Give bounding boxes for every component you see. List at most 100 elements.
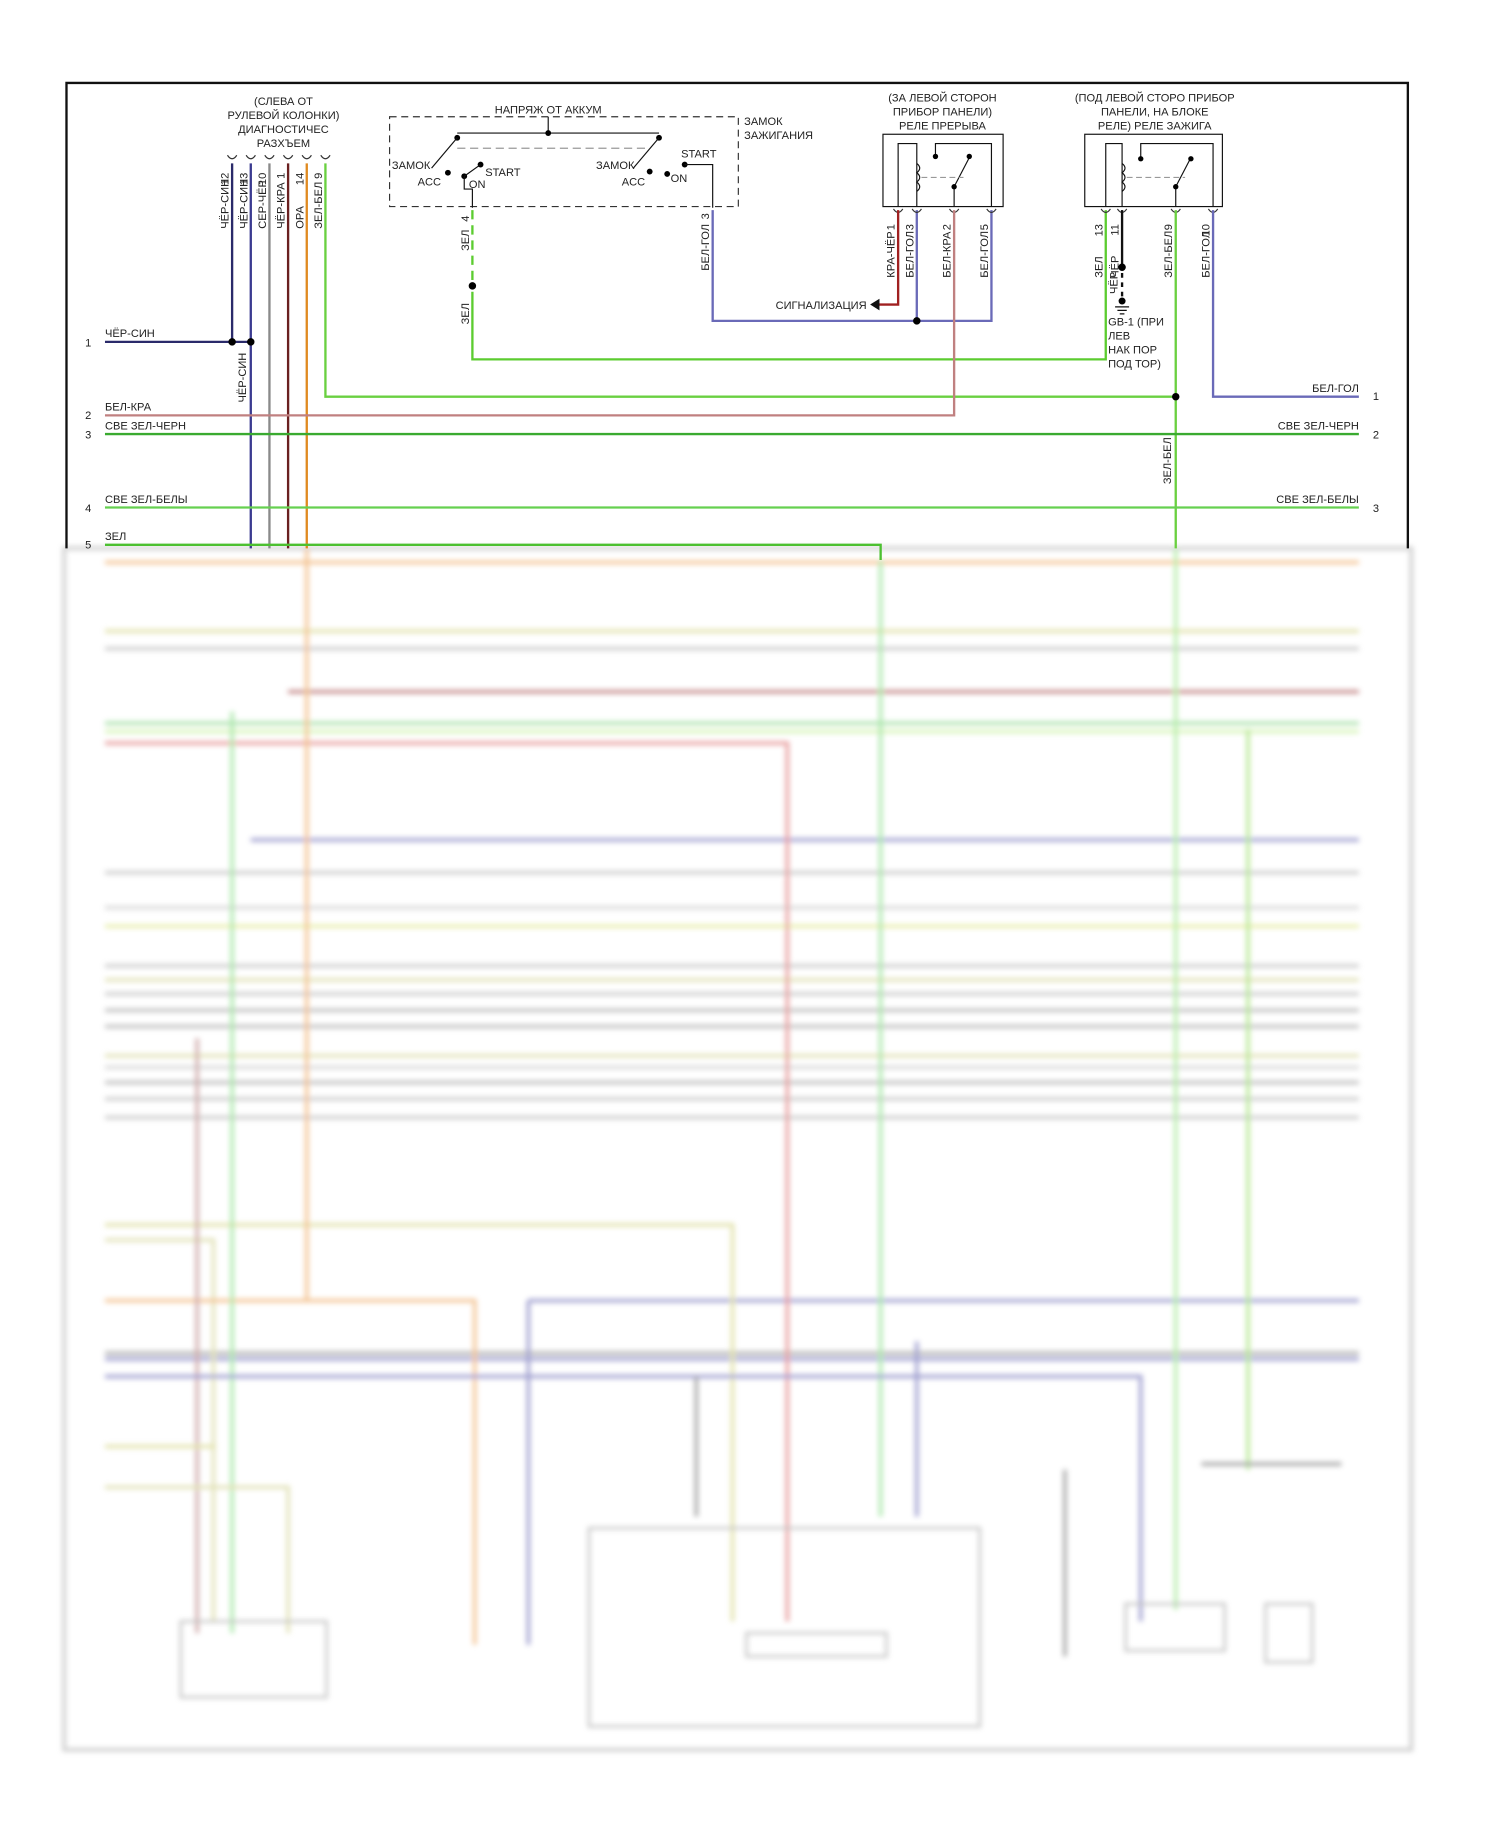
relay-pin-number: 5 (979, 224, 991, 230)
wire-bel-gol-right (1211, 210, 1359, 398)
switch-on-left: ON (469, 179, 486, 191)
switch-on-right: ON (671, 173, 688, 185)
vertical-zel-bel-label: ЗЕЛ-БЕЛ (1162, 437, 1174, 484)
diag-label-3: ДИАГНОСТИЧЕС (238, 124, 329, 136)
ignition-switch-title-1: ЗАМОК (744, 116, 783, 128)
connector-pin-icon (301, 154, 312, 160)
relay-pin-number: 11 (1110, 224, 1122, 235)
blurred-lower-diagram (62, 546, 1414, 1752)
diag-label-1: (СЛЕВА ОТ (254, 96, 313, 108)
pin-3-label: 3 (700, 213, 712, 219)
wire-zel-bel-diag (324, 163, 1176, 398)
right-wire-labels: БЕЛ-ГОЛ 1 СВЕ ЗЕЛ-ЧЕРН 2 СВЕ ЗЕЛ-БЕЛЫ 3 (1276, 383, 1379, 515)
alarm-arrow-icon (870, 298, 880, 311)
diag-pin-number: 12 (220, 173, 232, 185)
interrupt-relay-label-1: (ЗА ЛЕВОЙ СТОРОН (888, 92, 996, 105)
relay-pin-wire: ЗЕЛ-БЕЛ (1163, 231, 1175, 278)
switch-acc-left: ACC (418, 177, 441, 189)
splice-wire-label: ЧЁР-СИН (237, 353, 249, 403)
relay-pin-wire: ЗЕЛ (1093, 256, 1105, 277)
blurred-wire (104, 1485, 290, 1634)
left-label: ЧЁР-СИН (105, 328, 155, 340)
relay-pin-number: 2 (942, 224, 954, 230)
left-num: 1 (85, 338, 91, 350)
blurred-wire (104, 741, 790, 1622)
ground-wire-label: ЧЁР (1108, 272, 1120, 294)
diag-pin-number: 9 (313, 173, 325, 179)
relay-pin-wire: БЕЛ-КРА (942, 231, 954, 278)
left-num: 3 (85, 430, 91, 442)
ignition-relay: (ПОД ЛЕВОЙ СТОРО ПРИБОР ПАНЕЛИ, НА БЛОКЕ… (1075, 92, 1235, 278)
left-label: СВЕ ЗЕЛ-БЕЛЫ (105, 494, 188, 506)
left-label: БЕЛ-КРА (105, 402, 152, 414)
diagnostic-connector: (СЛЕВА ОТ РУЛЕВОЙ КОЛОНКИ) ДИАГНОСТИЧЕС … (220, 96, 339, 549)
switch-start-right: START (681, 149, 717, 161)
wire-zel (471, 210, 1107, 361)
interrupt-relay-label-2: ПРИБОР ПАНЕЛИ) (893, 107, 992, 119)
relay-pin-wire: КРА-ЧЁР (886, 231, 898, 277)
switch-lock-right: ЗАМОК (596, 160, 635, 172)
diag-pin-wire: ОРА (294, 205, 306, 228)
right-label: СВЕ ЗЕЛ-БЕЛЫ (1276, 494, 1359, 506)
diag-pin-number: 14 (294, 173, 306, 185)
relay-pin-number: 9 (1163, 224, 1175, 230)
blurred-wire (104, 1238, 216, 1622)
diag-pin-wire: ЗЕЛ-БЕЛ (313, 182, 325, 229)
wire-bel-gol (711, 210, 993, 323)
blurred-component (745, 1631, 888, 1658)
left-num: 5 (85, 539, 91, 551)
left-num: 2 (85, 410, 91, 422)
relay-pin-icon (1100, 208, 1111, 213)
ignition-relay-label-3: РЕЛЕ) РЕЛЕ ЗАЖИГА (1098, 121, 1212, 133)
relay-pin-number: 1 (886, 224, 898, 230)
relay-pin-icon (986, 208, 997, 213)
ground-label-2: ЛЕВ (1108, 331, 1130, 343)
relay-pin-wire: БЕЛ-ГОЛ (904, 231, 916, 278)
connector-pin-icon (264, 154, 275, 160)
diag-pin-wire: ЧЁР-СИН (238, 179, 250, 229)
ignition-relay-label-2: ПАНЕЛИ, НА БЛОКЕ (1101, 107, 1209, 119)
diag-pin-number: 10 (257, 173, 269, 185)
right-label: СВЕ ЗЕЛ-ЧЕРН (1278, 420, 1359, 432)
right-label: БЕЛ-ГОЛ (1312, 383, 1359, 395)
alarm-label: СИГНАЛИЗАЦИЯ (776, 300, 867, 312)
diag-pin-number: 13 (238, 173, 250, 185)
relay-pin-number: 10 (1201, 224, 1213, 236)
relay-pin-number: 3 (904, 224, 916, 230)
right-num: 3 (1373, 503, 1379, 515)
pin-4-label: 4 (460, 216, 472, 222)
diag-label-2: РУЛЕВОЙ КОЛОНКИ) (227, 109, 339, 122)
connector-pin-icon (282, 154, 294, 160)
right-num: 2 (1373, 430, 1379, 442)
blurred-wire (104, 1298, 477, 1645)
diag-pin-wire: ЧЁР-СИН (220, 179, 232, 229)
diag-pin-wire: ЧЁР-КРА (276, 182, 288, 229)
relay-pin-wire: БЕЛ-ГОЛ (979, 231, 991, 278)
battery-supply-label: НАПРЯЖ ОТ АККУМ (495, 104, 602, 116)
ignition-switch: НАПРЯЖ ОТ АККУМ ЗАМОК ЗАЖИГАНИЯ ЗАМОК AC… (388, 104, 813, 208)
ignition-relay-label-1: (ПОД ЛЕВОЙ СТОРО ПРИБОР (1075, 92, 1235, 105)
connector-pin-icon (245, 154, 256, 160)
wire-zel-5 (104, 543, 882, 560)
relay-pin-number: 13 (1093, 224, 1105, 236)
diag-pin-wire: СЕР-ЧЁР (257, 180, 269, 229)
diagram-frame (65, 81, 1410, 549)
ignition-switch-title-2: ЗАЖИГАНИЯ (744, 130, 813, 142)
left-label: ЗЕЛ (105, 531, 126, 543)
wire-kra-cher (877, 210, 900, 306)
wire-bel-kra (104, 210, 956, 417)
blurred-component (1124, 1602, 1226, 1652)
blurred-component (179, 1620, 328, 1699)
ground-label-3: НАК ПОР (1108, 345, 1157, 357)
interrupt-relay-label-3: РЕЛЕ ПРЕРЫВА (899, 121, 986, 133)
relay-pin-wire: ЧЁР (1110, 256, 1122, 278)
switch-start-left: START (485, 167, 521, 179)
splice-dot (247, 338, 255, 346)
relay-pin-wire: БЕЛ-ГОЛ (1201, 231, 1213, 278)
splice-dot (228, 338, 236, 346)
blurred-component (587, 1526, 981, 1728)
switch-lock-left: ЗАМОК (392, 160, 431, 172)
connector-pin-icon (226, 154, 238, 160)
diag-pin-number: 1 (276, 173, 288, 179)
